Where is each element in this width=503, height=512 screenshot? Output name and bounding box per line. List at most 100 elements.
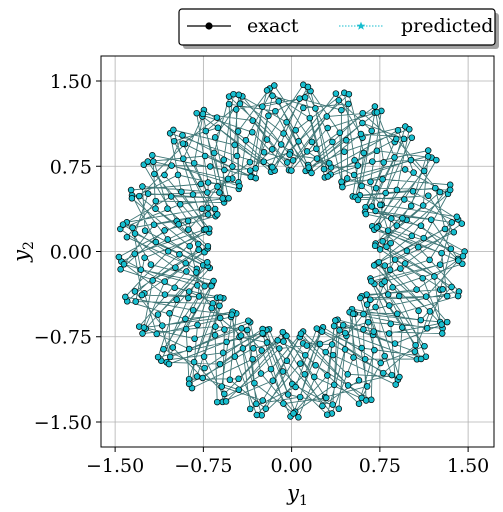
- data-point: [318, 328, 326, 335]
- data-point: [438, 330, 446, 337]
- data-point: [179, 140, 187, 147]
- data-point: [303, 342, 311, 349]
- data-point: [216, 360, 224, 368]
- data-point: [365, 318, 372, 326]
- data-point: [191, 335, 198, 342]
- data-point: [397, 265, 404, 272]
- data-point: [274, 337, 281, 344]
- data-point: [415, 243, 422, 251]
- data-point: [269, 163, 276, 171]
- data-point: [119, 221, 127, 228]
- data-point: [381, 262, 389, 269]
- data-point: [319, 402, 326, 410]
- data-point: [363, 301, 371, 308]
- data-point: [245, 317, 252, 324]
- data-point: [283, 332, 290, 340]
- data-point: [211, 332, 219, 339]
- data-point: [120, 261, 128, 268]
- data-point: [401, 196, 408, 203]
- data-point: [308, 138, 316, 146]
- data-point: [372, 303, 379, 311]
- data-point: [381, 278, 388, 285]
- data-point: [183, 268, 190, 275]
- data-point: [323, 113, 331, 120]
- data-point: [357, 130, 365, 138]
- data-point: [195, 240, 202, 248]
- data-point: [329, 401, 336, 408]
- data-point: [388, 371, 396, 379]
- legend-box: [178, 8, 496, 46]
- data-point: [302, 351, 309, 359]
- data-point: [286, 151, 293, 158]
- data-point: [201, 152, 209, 160]
- data-point: [199, 110, 207, 118]
- data-point: [371, 103, 379, 110]
- data-point: [431, 273, 438, 280]
- y-tick-label: 0.75: [50, 156, 92, 178]
- data-point: [312, 362, 319, 369]
- data-point: [411, 348, 419, 355]
- data-point: [200, 353, 208, 360]
- data-point: [176, 251, 183, 258]
- data-point: [216, 314, 224, 322]
- data-point: [249, 128, 256, 136]
- data-point: [280, 338, 287, 345]
- data-point: [376, 246, 384, 253]
- data-point: [204, 211, 212, 218]
- data-point: [357, 294, 364, 302]
- data-point: [172, 264, 179, 271]
- data-point: [150, 158, 157, 165]
- data-point: [344, 382, 352, 389]
- data-point: [189, 191, 197, 198]
- data-point: [332, 90, 340, 97]
- data-point: [386, 302, 393, 309]
- data-point: [165, 360, 173, 368]
- data-point: [212, 323, 219, 330]
- data-point: [289, 157, 297, 164]
- data-point: [131, 288, 139, 295]
- data-point: [300, 104, 307, 112]
- data-point: [426, 308, 434, 315]
- data-point: [213, 114, 221, 121]
- data-point: [423, 325, 431, 332]
- data-point: [263, 339, 271, 346]
- data-point: [170, 137, 178, 145]
- data-point: [283, 159, 291, 166]
- data-point: [169, 344, 177, 351]
- y-tick-label: 1.50: [50, 71, 92, 93]
- data-point: [139, 330, 146, 337]
- data-point: [424, 153, 432, 160]
- data-point: [280, 130, 287, 137]
- data-point: [329, 351, 337, 359]
- data-point: [175, 221, 182, 228]
- data-point: [131, 230, 139, 237]
- data-point: [296, 95, 303, 102]
- data-point: [229, 163, 236, 170]
- data-point: [345, 90, 353, 98]
- data-point: [128, 195, 136, 202]
- data-point: [338, 178, 345, 186]
- data-point: [127, 186, 135, 194]
- data-point: [301, 94, 309, 101]
- data-point: [443, 318, 451, 326]
- data-point: [393, 186, 401, 194]
- data-point: [279, 368, 287, 375]
- data-point: [260, 149, 268, 156]
- x-tick-label: 0.00: [270, 455, 312, 477]
- data-point: [360, 149, 368, 157]
- data-point: [249, 355, 256, 363]
- data-point: [201, 282, 208, 290]
- data-point: [426, 256, 433, 264]
- data-point: [150, 221, 158, 228]
- data-point: [149, 152, 156, 159]
- data-point: [322, 348, 329, 356]
- data-point: [417, 316, 425, 324]
- data-point: [368, 127, 375, 135]
- data-point: [201, 364, 208, 372]
- data-point: [253, 400, 260, 408]
- data-point: [394, 127, 402, 134]
- data-point: [358, 182, 365, 190]
- data-point: [253, 411, 261, 419]
- data-point: [342, 329, 349, 337]
- data-point: [115, 253, 123, 261]
